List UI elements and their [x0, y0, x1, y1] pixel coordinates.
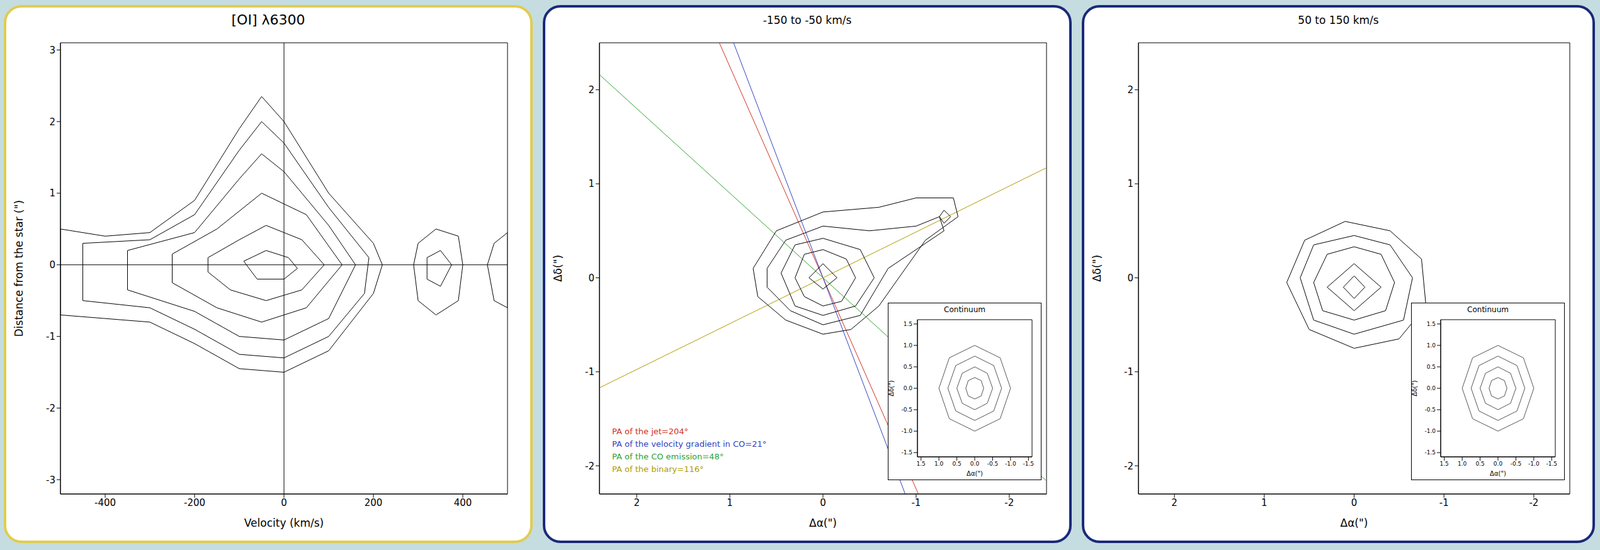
svg-text:0: 0: [1351, 497, 1358, 509]
svg-text:-2: -2: [1528, 497, 1539, 509]
svg-text:0.5: 0.5: [952, 460, 961, 468]
svg-text:0: 0: [49, 259, 56, 271]
svg-text:2: 2: [49, 116, 56, 128]
svg-text:-1.5: -1.5: [1023, 460, 1035, 468]
svg-text:-0.5: -0.5: [1424, 406, 1436, 414]
svg-text:3: 3: [49, 44, 56, 57]
html-text:Continuum: Continuum: [943, 305, 986, 315]
html-text:50 to 150 km/s: 50 to 150 km/s: [1297, 13, 1379, 27]
svg-text:Distance from the star ("): Distance from the star ("): [12, 200, 26, 337]
svg-text:0.5: 0.5: [1475, 460, 1485, 468]
svg-text:-2: -2: [45, 402, 56, 415]
svg-text:-1: -1: [1439, 497, 1449, 509]
svg-text:0.0: 0.0: [1426, 385, 1437, 392]
html-text:-150 to -50 km/s: -150 to -50 km/s: [762, 13, 852, 27]
svg-text:2: 2: [1127, 84, 1134, 96]
svg-text:Δδ("): Δδ("): [1411, 380, 1419, 397]
svg-text:1: 1: [588, 178, 595, 190]
svg-text:Δα("): Δα("): [1340, 516, 1369, 530]
svg-text:2: 2: [633, 497, 640, 509]
svg-text:1.5: 1.5: [1440, 460, 1449, 468]
svg-text:1.0: 1.0: [1457, 460, 1468, 468]
svg-text:1.0: 1.0: [934, 460, 944, 468]
svg-text:-1.0: -1.0: [1528, 460, 1540, 468]
svg-text:Δα("): Δα("): [1489, 470, 1507, 478]
svg-text:-0.5: -0.5: [1510, 460, 1522, 468]
svg-text:-1: -1: [911, 497, 921, 509]
svg-text:0.0: 0.0: [1493, 460, 1504, 468]
html-text:PA of the jet=204°: PA of the jet=204°: [612, 426, 689, 437]
svg-text:-1: -1: [1123, 366, 1134, 378]
svg-text:-200: -200: [183, 497, 206, 509]
svg-text:Δδ("): Δδ("): [1090, 255, 1104, 283]
svg-text:200: 200: [364, 497, 383, 509]
svg-text:1.5: 1.5: [903, 321, 913, 328]
svg-text:1: 1: [1261, 497, 1268, 509]
svg-text:1: 1: [1127, 178, 1134, 190]
svg-text:0.5: 0.5: [1426, 363, 1436, 371]
svg-text:-0.5: -0.5: [987, 460, 999, 468]
svg-text:1: 1: [726, 497, 733, 509]
svg-text:-1.0: -1.0: [1004, 460, 1017, 468]
svg-text:-3: -3: [45, 474, 56, 487]
svg-text:-1.5: -1.5: [1546, 460, 1558, 468]
svg-text:0.0: 0.0: [903, 385, 914, 392]
svg-text:1.5: 1.5: [916, 460, 926, 468]
svg-text:-400: -400: [94, 497, 116, 509]
svg-text:-1: -1: [584, 366, 595, 378]
svg-text:1.0: 1.0: [1426, 342, 1437, 349]
html-text:PA of the binary=116°: PA of the binary=116°: [612, 464, 704, 475]
svg-text:Δδ("): Δδ("): [551, 255, 565, 283]
svg-text:-1.5: -1.5: [901, 449, 913, 456]
svg-text:0.5: 0.5: [903, 363, 913, 371]
svg-text:-2: -2: [1123, 460, 1134, 473]
svg-text:1.0: 1.0: [903, 342, 914, 349]
svg-text:-1.0: -1.0: [1424, 428, 1436, 435]
svg-text:0.0: 0.0: [970, 460, 980, 468]
svg-text:0: 0: [280, 497, 288, 509]
svg-text:Velocity (km/s): Velocity (km/s): [244, 516, 324, 530]
svg-text:Δα("): Δα("): [966, 470, 983, 478]
svg-text:0: 0: [1127, 272, 1134, 284]
svg-text:1: 1: [49, 187, 56, 199]
svg-text:-2: -2: [584, 460, 595, 473]
svg-text:0: 0: [819, 497, 827, 509]
svg-text:-1.0: -1.0: [901, 428, 913, 435]
svg-text:2: 2: [1171, 497, 1178, 509]
html-text:PA of the CO emission=48°: PA of the CO emission=48°: [612, 452, 724, 462]
svg-text:-2: -2: [1004, 497, 1014, 509]
svg-text:-1.5: -1.5: [1424, 449, 1436, 456]
svg-text:1.5: 1.5: [1426, 321, 1436, 328]
svg-text:Δδ("): Δδ("): [888, 380, 895, 397]
html-text:PA of the velocity gradient in: PA of the velocity gradient in CO=21°: [612, 439, 767, 449]
html-text:[OI] λ6300: [OI] λ6300: [231, 11, 306, 28]
svg-text:400: 400: [453, 497, 473, 509]
svg-text:-0.5: -0.5: [901, 406, 913, 414]
svg-text:Δα("): Δα("): [809, 516, 837, 530]
svg-text:0: 0: [588, 272, 595, 284]
svg-text:-1: -1: [45, 331, 56, 343]
svg-text:2: 2: [588, 84, 595, 96]
html-text:Continuum: Continuum: [1467, 305, 1509, 315]
